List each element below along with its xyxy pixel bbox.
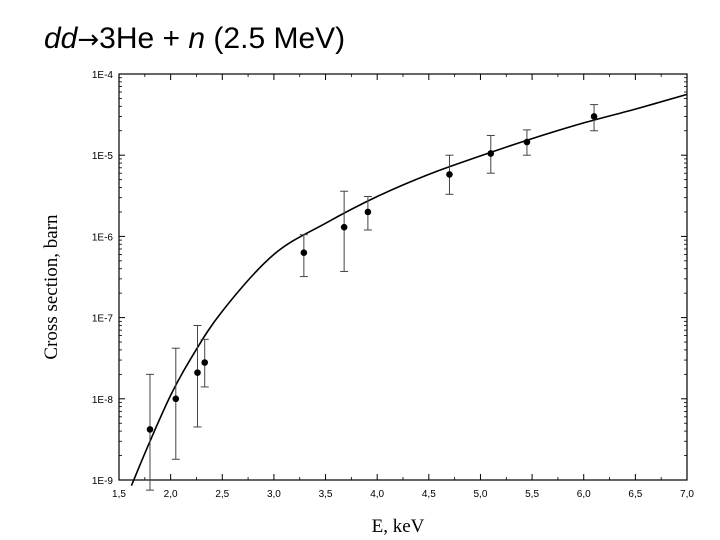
y-tick-label: 1E-6: [92, 232, 114, 243]
arrow-icon: →: [77, 25, 100, 55]
x-tick-label: 2,5: [215, 489, 229, 500]
point-marker: [590, 113, 598, 120]
x-tick-label: 5,5: [525, 489, 539, 500]
x-tick-label: 4,0: [370, 489, 384, 500]
title-reactants: dd: [44, 22, 78, 55]
data-points: [145, 104, 599, 491]
x-tick-label: 5,0: [474, 489, 488, 500]
point-marker: [487, 150, 495, 157]
point-marker: [300, 249, 308, 256]
y-axis-label: Cross section, barn: [41, 214, 62, 360]
x-tick-label: 3,0: [267, 489, 281, 500]
x-tick-label: 2,0: [164, 489, 178, 500]
y-tick-label: 1E-4: [92, 70, 114, 81]
data-point: [590, 104, 599, 132]
title-energy: (2.5 MeV): [205, 22, 346, 55]
data-point: [200, 338, 209, 388]
point-marker: [364, 208, 372, 216]
data-point: [363, 196, 372, 231]
x-tick-label: 1,5: [112, 489, 126, 500]
data-point: [193, 324, 202, 428]
point-marker: [201, 359, 209, 366]
x-tick-label: 3,5: [319, 489, 333, 500]
x-tick-label: 6,5: [628, 489, 642, 500]
point-marker: [172, 395, 180, 403]
x-axis-ticks: 1,5 2,0 2,5 3,0 3,5 4,0 4,5 5,0 5,5 6,0 6,5 7,0: [112, 74, 694, 500]
data-point: [445, 154, 454, 195]
x-tick-label: 4,5: [422, 489, 436, 500]
data-point: [486, 134, 495, 174]
slide-title: dd→3He + n (2.5 MeV): [44, 22, 345, 56]
fit-curve: [130, 93, 688, 487]
plot-frame: [118, 73, 688, 481]
point-marker: [194, 369, 201, 376]
title-products: 3He +: [99, 22, 189, 55]
data-point: [340, 190, 349, 272]
point-marker: [340, 223, 348, 231]
x-tick-label: 6,0: [577, 489, 591, 500]
data-point: [145, 373, 154, 491]
point-marker: [446, 171, 453, 178]
data-point: [171, 347, 180, 460]
y-tick-label: 1E-9: [92, 476, 114, 487]
title-neutron: n: [188, 22, 206, 55]
data-point: [299, 234, 308, 278]
y-tick-label: 1E-5: [92, 151, 114, 162]
point-marker: [146, 426, 154, 433]
y-tick-label: 1E-8: [92, 395, 114, 406]
y-axis-ticks: 1E-4 1E-5 1E-6 1E-7 1E-8 1E-9: [92, 70, 687, 487]
data-point: [522, 129, 531, 156]
point-marker: [523, 138, 531, 146]
y-tick-label: 1E-7: [92, 314, 114, 325]
x-axis-label: E, keV: [372, 516, 425, 537]
x-tick-label: 7,0: [680, 489, 694, 500]
